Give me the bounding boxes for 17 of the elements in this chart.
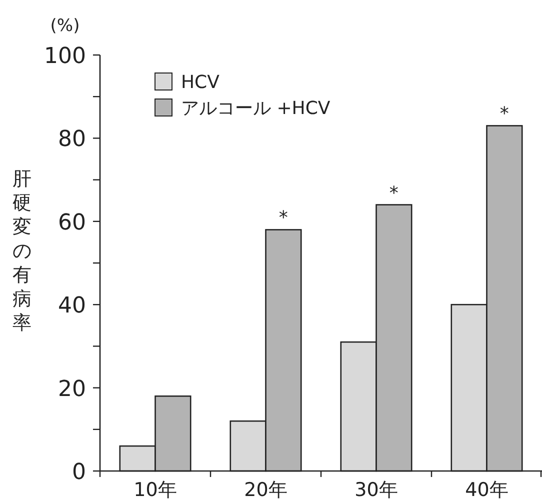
y-tick-label: 20 xyxy=(58,376,86,402)
x-tick-label: 10年 xyxy=(134,479,177,501)
legend-label: アルコール +HCV xyxy=(181,98,331,119)
annotation: * xyxy=(389,182,398,204)
y-tick-label: 60 xyxy=(58,210,86,236)
x-tick-label: 40年 xyxy=(465,479,508,501)
y-tick-label: 40 xyxy=(58,294,86,319)
y-axis-title: 肝硬変の有病率 xyxy=(12,168,32,334)
text: (%) xyxy=(50,16,80,36)
annotation: * xyxy=(278,208,288,229)
y-tick-label: 0 xyxy=(72,460,86,485)
x-tick-label: 30年 xyxy=(354,479,398,501)
legend-label: HCV xyxy=(181,72,220,93)
x-tick-label: 20年 xyxy=(244,479,288,501)
y-tick-label: 80 xyxy=(58,127,86,152)
y-tick-label: 100 xyxy=(44,44,86,69)
annotation: * xyxy=(500,104,509,125)
